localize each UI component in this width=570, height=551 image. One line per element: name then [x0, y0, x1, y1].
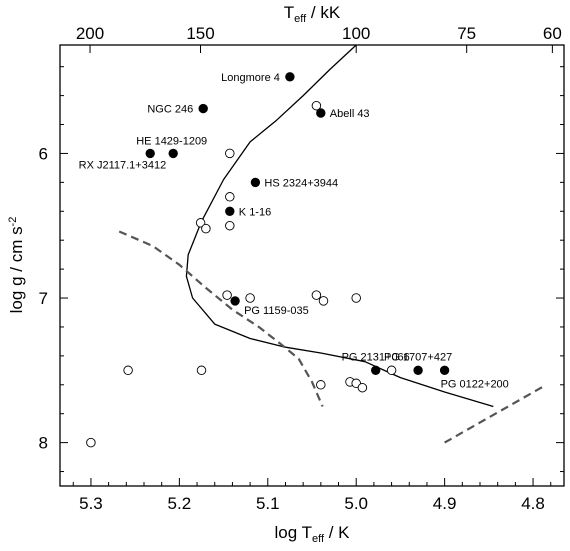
point-label: Longmore 4: [221, 72, 280, 84]
point-label: RX J2117.1+3412: [79, 159, 167, 171]
point-label: PG 2131+066: [342, 351, 410, 363]
y-tick-label: 6: [39, 144, 48, 163]
point-label: PG 1707+427: [384, 351, 452, 363]
filled-point: [225, 206, 235, 217]
open-point: [225, 220, 235, 231]
open-point: [311, 290, 322, 300]
model-tracks: [118, 44, 547, 444]
point-labels: Longmore 4 NGC 246 Abell 43 HE 1429-1209 RX …: [79, 72, 509, 390]
top-axis-title: Teff / kK: [284, 3, 341, 25]
axis-ticks: [60, 45, 564, 486]
open-point: [196, 365, 207, 376]
top-tick-label: 200: [76, 24, 104, 43]
open-point: [311, 100, 322, 111]
point-label: K 1-16: [239, 206, 271, 218]
filled-point: [316, 108, 326, 118]
point-label: NGC 246: [147, 104, 193, 116]
top-tick-label: 150: [186, 24, 214, 43]
x-tick-label: 4.9: [433, 494, 457, 513]
point-label: PG 0122+200: [441, 378, 509, 390]
open-point: [222, 290, 232, 300]
open-point: [386, 365, 397, 376]
data-points: [86, 72, 450, 448]
open-point: [86, 437, 96, 448]
filled-point: [413, 365, 423, 376]
plot-frame: [59, 44, 565, 487]
x-tick-label: 5.3: [79, 494, 103, 513]
top-tick-label: 60: [543, 24, 562, 43]
filled-point: [230, 296, 240, 306]
open-point: [195, 218, 206, 228]
y-axis-title: log g / cm s-2: [7, 217, 26, 314]
filled-point: [439, 365, 450, 376]
open-point: [316, 380, 326, 390]
x-tick-label: 5.0: [344, 494, 368, 513]
open-point: [201, 223, 211, 234]
open-point: [123, 365, 133, 376]
y-tick-label: 8: [39, 434, 48, 453]
open-point: [225, 192, 235, 202]
solid-track-0: [185, 44, 494, 408]
x-axis-title: log Teff / K: [274, 523, 350, 545]
open-point: [357, 382, 368, 393]
point-label: HS 2324+3944: [264, 177, 338, 189]
top-tick-label: 100: [342, 24, 370, 43]
open-point: [318, 296, 329, 306]
filled-point: [198, 103, 208, 114]
dashed-track-2: [444, 383, 547, 444]
point-label: Abell 43: [330, 108, 370, 120]
open-point: [351, 293, 361, 303]
filled-point: [145, 148, 155, 159]
x-tick-label: 4.8: [521, 494, 545, 513]
point-label: PG 1159-035: [244, 305, 309, 317]
filled-point: [371, 365, 381, 376]
y-tick-label: 7: [39, 289, 48, 308]
filled-point: [285, 72, 295, 82]
filled-point: [168, 148, 178, 159]
top-tick-label: 75: [457, 24, 476, 43]
dashed-track-1: [118, 230, 324, 407]
open-point: [245, 293, 255, 303]
open-point: [225, 148, 235, 159]
filled-point: [250, 177, 261, 188]
x-tick-label: 5.1: [256, 494, 280, 513]
x-tick-label: 5.2: [168, 494, 192, 513]
point-label: HE 1429-1209: [136, 135, 207, 147]
axis-tick-labels: 5.3 5.2 5.1 5.0 4.9 4.8 200 150 100 75 60 6 7 8: [39, 24, 562, 513]
